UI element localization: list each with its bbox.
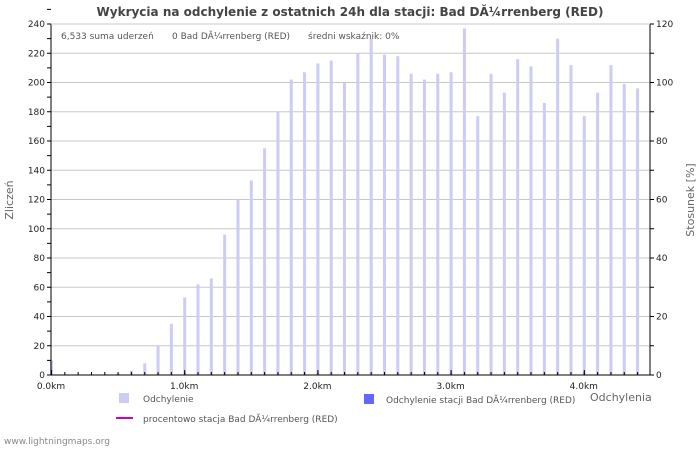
right-tick-label: 100 bbox=[656, 79, 673, 89]
right-tick-label: 80 bbox=[656, 137, 668, 147]
right-tick-label: 120 bbox=[656, 20, 673, 30]
left-tick-label: 100 bbox=[28, 225, 45, 235]
bar bbox=[462, 28, 466, 375]
bar bbox=[249, 180, 253, 375]
x-tick-label: 1.0km bbox=[170, 382, 198, 392]
bar bbox=[356, 53, 360, 375]
bar bbox=[343, 82, 347, 375]
bar bbox=[409, 73, 413, 375]
right-tick-label: 60 bbox=[656, 196, 668, 206]
bar bbox=[582, 116, 586, 375]
bar bbox=[542, 102, 546, 375]
left-tick-label: 120 bbox=[28, 196, 45, 206]
left-tick-label: 20 bbox=[34, 342, 46, 352]
left-tick-label: 40 bbox=[34, 313, 46, 323]
legend-swatch-station bbox=[364, 394, 374, 404]
left-tick-label: 140 bbox=[28, 166, 45, 176]
left-tick-label: 180 bbox=[28, 108, 45, 118]
bar bbox=[369, 38, 373, 375]
bar bbox=[422, 79, 426, 375]
x-tick-label: 3.0km bbox=[436, 382, 464, 392]
x-axis-ticks: 0.0km 1.0km 2.0km 3.0km 4.0km bbox=[37, 370, 639, 392]
bar bbox=[143, 363, 147, 375]
left-tick-label: 240 bbox=[28, 20, 45, 30]
bar bbox=[276, 111, 280, 375]
bar bbox=[223, 234, 227, 375]
left-tick-label: 160 bbox=[28, 137, 45, 147]
bar bbox=[436, 73, 440, 375]
right-tick-label: 20 bbox=[656, 313, 668, 323]
bar bbox=[502, 92, 506, 376]
bar bbox=[263, 148, 267, 375]
legend-label-percent: procentowo stacja Bad DĂ¼rrenberg (RED) bbox=[143, 413, 338, 425]
bar bbox=[156, 345, 160, 375]
stats-average: średni wskaźnik: 0% bbox=[308, 31, 400, 42]
bar bbox=[169, 323, 173, 375]
left-axis-label: Zliczeń bbox=[3, 180, 16, 219]
right-tick-label: 40 bbox=[656, 254, 668, 264]
bar bbox=[196, 284, 200, 375]
bar bbox=[329, 60, 333, 375]
bar-series bbox=[50, 28, 640, 376]
bar bbox=[476, 116, 480, 375]
legend-label-station: Odchylenie stacji Bad DĂ¼rrenberg (RED) bbox=[386, 394, 575, 406]
bar bbox=[596, 92, 600, 376]
legend-swatch-deviation bbox=[119, 393, 129, 403]
left-tick-label: 0 bbox=[39, 371, 45, 381]
bar bbox=[489, 73, 493, 375]
bar bbox=[316, 63, 320, 376]
left-tick-label: 80 bbox=[34, 254, 46, 264]
bar bbox=[556, 38, 560, 375]
left-tick-label: 60 bbox=[34, 283, 46, 293]
right-tick-label: 0 bbox=[656, 371, 662, 381]
bar bbox=[622, 83, 626, 376]
bar bbox=[636, 88, 640, 375]
bar bbox=[569, 64, 573, 375]
bar bbox=[289, 79, 293, 375]
left-tick-label: 200 bbox=[28, 79, 45, 89]
stats-total: 6,533 suma uderzeń bbox=[61, 32, 154, 42]
bar bbox=[396, 56, 400, 376]
gridlines bbox=[51, 23, 650, 347]
right-axis-ticks: 0 20 40 60 80 100 120 bbox=[650, 20, 673, 381]
x-tick-label: 2.0km bbox=[303, 382, 331, 392]
x-tick-label: 4.0km bbox=[570, 382, 598, 392]
bar bbox=[609, 64, 613, 375]
left-axis-ticks: 0 20 40 60 80 100 120 140 160 180 200 220 240 bbox=[28, 8, 51, 381]
bar bbox=[303, 72, 307, 375]
footer-link[interactable]: www.lightningmaps.org bbox=[4, 437, 110, 447]
bar bbox=[209, 278, 213, 375]
left-tick-label: 220 bbox=[28, 49, 45, 59]
bar bbox=[183, 297, 187, 375]
legend-label-deviation: Odchylenie bbox=[143, 395, 194, 405]
bar bbox=[516, 59, 520, 375]
bar bbox=[236, 199, 240, 375]
stats-station: 0 Bad DĂ¼rrenberg (RED) bbox=[172, 30, 290, 42]
x-axis-label: Odchylenia bbox=[590, 391, 652, 404]
chart-title: Wykrycia na odchylenie z ostatnich 24h d… bbox=[96, 5, 604, 19]
bar bbox=[529, 66, 533, 375]
bar bbox=[383, 54, 386, 376]
right-axis-label: Stosunek [%] bbox=[684, 163, 697, 236]
bar bbox=[449, 72, 453, 375]
x-tick-label: 0.0km bbox=[37, 382, 65, 392]
